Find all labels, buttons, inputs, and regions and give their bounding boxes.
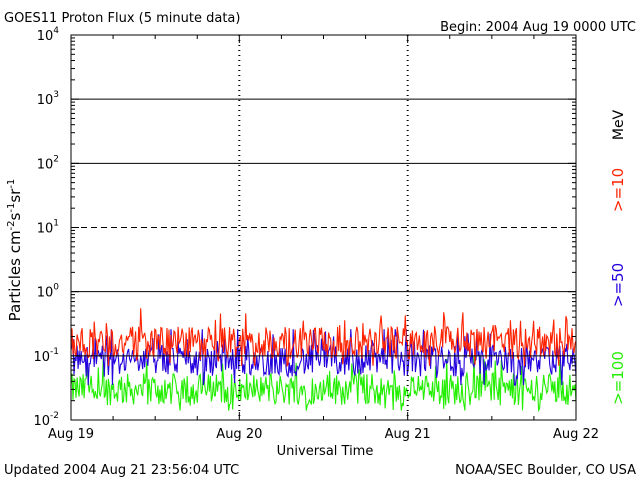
y-axis-label: Particles cm-2s-1sr-1 bbox=[6, 179, 24, 322]
series-layer bbox=[70, 308, 577, 413]
chart-title: GOES11 Proton Flux (5 minute data) bbox=[4, 11, 240, 26]
y-tick-label: 103 bbox=[37, 90, 59, 108]
updated-timestamp: Updated 2004 Aug 21 23:56:04 UTC bbox=[4, 463, 239, 478]
legend-entry-10-mev: >=10 bbox=[609, 168, 627, 212]
grid-layer bbox=[71, 35, 576, 420]
legend-unit-label: MeV bbox=[611, 109, 627, 140]
y-tick-label: 102 bbox=[37, 154, 59, 172]
legend: >=10 >=50 >=100 MeV bbox=[609, 109, 627, 404]
x-tick-label: Aug 19 bbox=[48, 427, 94, 442]
series-line-100-mev bbox=[70, 355, 577, 413]
x-tick-label: Aug 22 bbox=[553, 427, 599, 442]
y-tick-label: 101 bbox=[37, 219, 59, 237]
y-tick-label: 10-1 bbox=[33, 347, 59, 365]
y-tick-label: 10-2 bbox=[33, 411, 59, 429]
credit-text: NOAA/SEC Boulder, CO USA bbox=[455, 463, 636, 478]
x-axis: Aug 19 Aug 20 Aug 21 Aug 22 bbox=[48, 35, 599, 442]
series-line-10-mev bbox=[70, 308, 577, 368]
legend-entry-50-mev: >=50 bbox=[609, 263, 627, 307]
y-axis: 10-2 10-1 100 101 102 103 104 bbox=[33, 26, 576, 429]
legend-entry-100-mev: >=100 bbox=[609, 351, 627, 405]
x-tick-label: Aug 20 bbox=[216, 427, 262, 442]
y-tick-label: 100 bbox=[37, 283, 60, 301]
x-tick-label: Aug 21 bbox=[385, 427, 431, 442]
y-tick-label: 104 bbox=[37, 26, 60, 44]
x-axis-label: Universal Time bbox=[277, 444, 374, 459]
begin-date: Begin: 2004 Aug 19 0000 UTC bbox=[440, 20, 636, 35]
